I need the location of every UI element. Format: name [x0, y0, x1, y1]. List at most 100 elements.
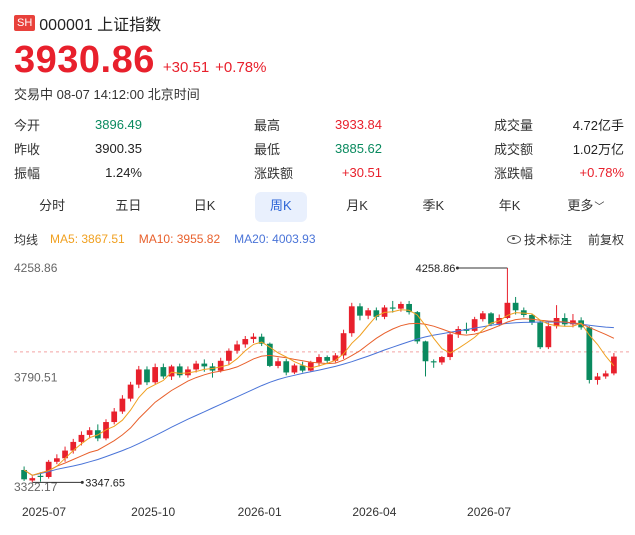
quote-value: 4.72亿手 [572, 117, 624, 133]
candle-body [430, 361, 437, 363]
y-tick-label: 3322.17 [14, 480, 58, 494]
current-price: 3930.86 [14, 39, 155, 81]
tab-2[interactable]: 日K [179, 192, 231, 222]
candle-body [340, 333, 347, 356]
quote-value: 1.02万亿 [572, 141, 624, 157]
quote-cell: 最低 3885.62 [254, 138, 382, 158]
ma-legend: 均线 MA5: 3867.51 MA10: 3955.82 MA20: 4003… [14, 230, 624, 248]
quote-label: 涨跌额 [254, 165, 294, 181]
tab-6[interactable]: 年K [484, 192, 536, 222]
candle-body [561, 318, 568, 325]
ma-label: 均线 [14, 232, 39, 247]
price-change: +30.51 [162, 59, 210, 76]
quote-cell: 涨跌额 +30.51 [254, 162, 382, 182]
candle-body [258, 336, 265, 344]
candle-body [570, 320, 576, 325]
candle-body [586, 327, 593, 380]
candle-body [250, 336, 257, 340]
candle-body [217, 360, 224, 371]
ma5-line [23, 309, 615, 476]
candle-body [152, 367, 159, 383]
candle-body [86, 430, 93, 435]
tab-label: 周K [270, 198, 292, 213]
quote-value: 3933.84 [335, 116, 382, 132]
tech-annotation-label: 技术标注 [523, 232, 572, 247]
kline-chart[interactable]: 4258.86 3790.51 3322.17 4258.86 3347.65 2025-… [0, 250, 635, 535]
candle-body [176, 366, 183, 376]
eye-icon [506, 234, 521, 244]
quote-stats-grid: 今开 3896.49 最高 3933.84 成交量 4.72亿手 昨收 3900.35 最低 38… [14, 114, 624, 186]
quote-label: 成交量 [494, 117, 534, 133]
tab-0[interactable]: 分时 [26, 192, 78, 222]
candle-body [316, 357, 322, 363]
quote-row: 昨收 3900.35 最低 3885.62 成交额 1.02万亿 [14, 138, 624, 162]
quote-label: 今开 [14, 117, 41, 133]
candle-body [479, 313, 486, 320]
adjust-mode-button[interactable]: 前复权 [587, 232, 624, 247]
quote-value: 3885.62 [335, 140, 382, 156]
tab-3[interactable]: 周K [254, 192, 307, 222]
y-tick-label: 4258.86 [14, 261, 58, 275]
ma5-value: MA5: 3867.51 [50, 232, 125, 246]
candle-body [455, 328, 462, 335]
candle-body [299, 365, 306, 371]
candle-body [283, 361, 290, 373]
candle-body [332, 355, 339, 361]
candle-body [348, 306, 355, 334]
candle-body [602, 373, 609, 377]
candle-body [365, 310, 372, 316]
quote-value: 3900.35 [95, 140, 142, 156]
candle-body [21, 469, 27, 480]
candle-body [389, 307, 396, 309]
candle-body [37, 475, 44, 477]
low-annotation-dot [80, 480, 84, 484]
candle-body [144, 369, 150, 383]
candle-body [266, 343, 273, 366]
quote-value: 3896.49 [95, 116, 142, 132]
candle-body [127, 384, 134, 399]
candle-body [193, 363, 199, 370]
quote-value: +0.78% [579, 164, 624, 180]
quote-label: 昨收 [14, 141, 41, 157]
candle-body [307, 362, 314, 371]
candle-body [422, 341, 429, 362]
candle-body [160, 367, 167, 377]
quote-label: 涨跌幅 [494, 165, 534, 181]
tech-annotation-toggle[interactable]: 技术标注 [506, 231, 572, 248]
tab-label: 五日 [115, 198, 142, 213]
ma20-value: MA20: 4003.93 [234, 232, 316, 246]
candle-body [275, 361, 281, 366]
candle-body [512, 302, 519, 311]
candle-body [70, 441, 77, 451]
candle-body [62, 450, 68, 459]
candle-body [373, 310, 380, 317]
quote-label: 振幅 [14, 165, 41, 181]
x-tick-label: 2025-10 [131, 505, 175, 519]
trading-status: 交易中 08-07 14:12:00 北京时间 [14, 87, 200, 102]
tab-label: 日K [193, 198, 216, 213]
quote-row: 今开 3896.49 最高 3933.84 成交量 4.72亿手 [14, 114, 624, 138]
x-tick-label: 2025-07 [22, 505, 66, 519]
candle-body [234, 344, 240, 351]
candle-body [447, 334, 453, 358]
candle-body [545, 326, 552, 348]
candle-body [185, 369, 191, 376]
candle-body [357, 306, 363, 316]
quote-label: 成交额 [494, 141, 534, 157]
high-annotation-label: 4258.86 [416, 263, 456, 275]
chevron-down-icon: ﹀ [594, 202, 605, 213]
tab-5[interactable]: 季K [407, 192, 459, 222]
quote-value: 1.24% [105, 164, 142, 180]
tab-4[interactable]: 月K [331, 192, 383, 222]
quote-cell: 振幅 1.24% [14, 162, 142, 182]
tab-7[interactable]: 更多﹀ [560, 192, 612, 222]
quote-cell: 昨收 3900.35 [14, 138, 142, 158]
ma10-value: MA10: 3955.82 [138, 232, 221, 246]
quote-value: +30.51 [341, 164, 382, 180]
candle-body [226, 350, 232, 361]
candle-body [488, 313, 494, 324]
tab-1[interactable]: 五日 [102, 192, 154, 222]
low-annotation-label: 3347.65 [85, 477, 125, 489]
tab-label: 季K [422, 198, 445, 213]
candle-body [45, 461, 52, 477]
